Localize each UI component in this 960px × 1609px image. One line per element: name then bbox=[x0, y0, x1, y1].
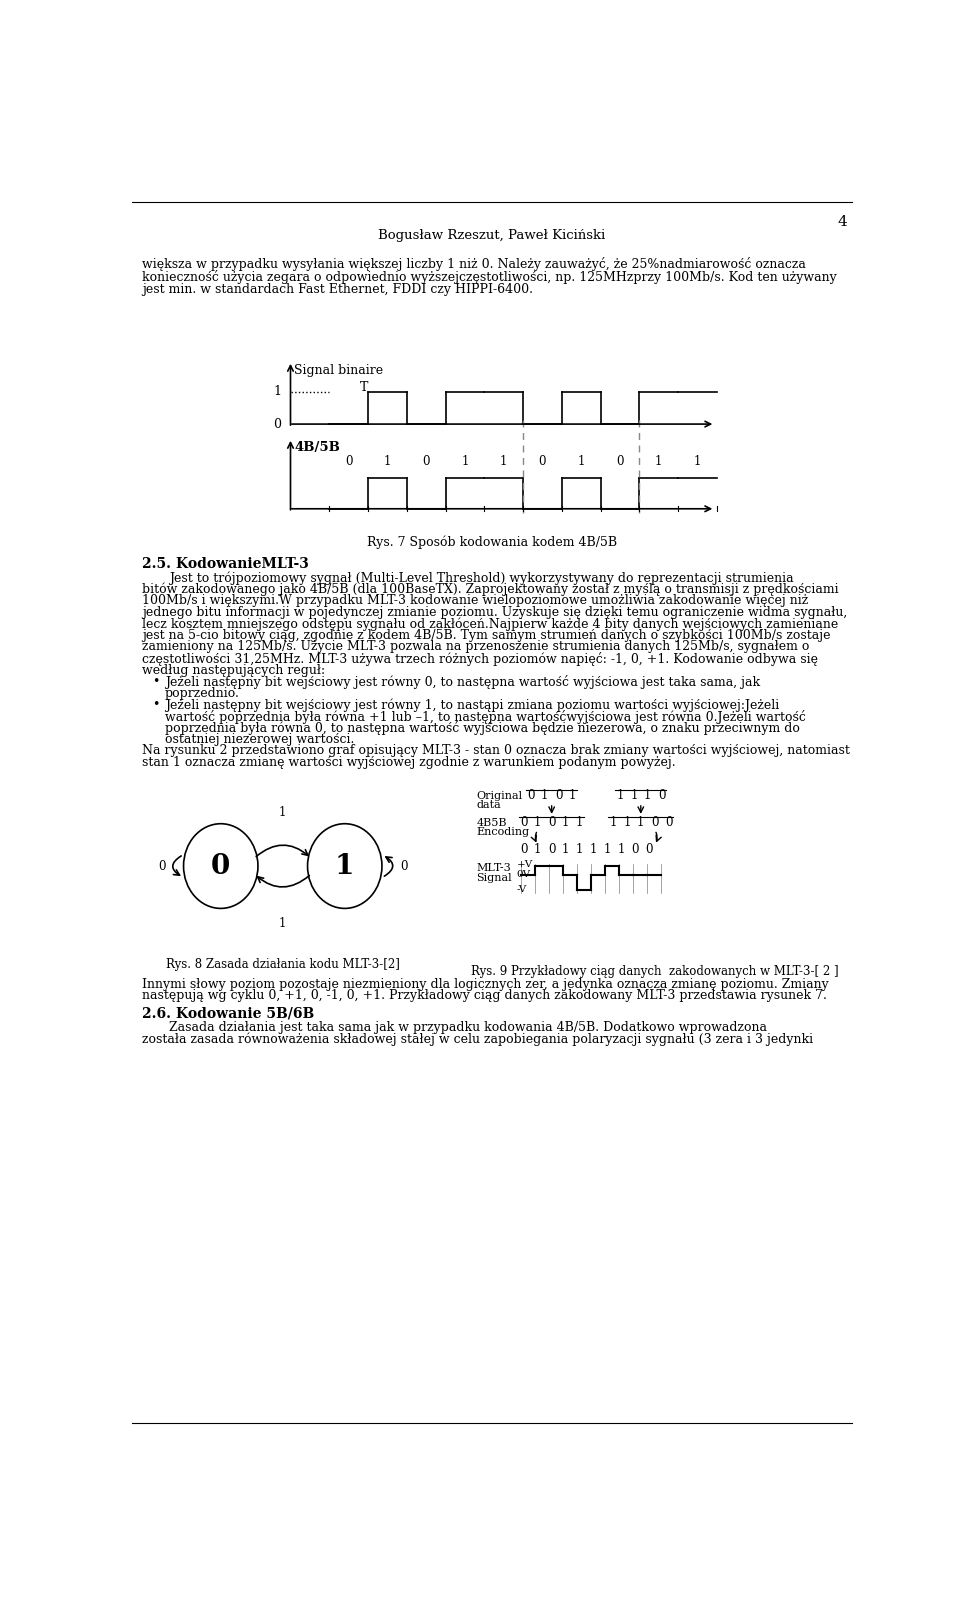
Text: 0: 0 bbox=[658, 788, 665, 801]
Text: 100Mb/s i większymi.W przypadku MLT-3 kodowanie wielopoziomowe umożliwia zakodow: 100Mb/s i większymi.W przypadku MLT-3 ko… bbox=[142, 594, 808, 607]
Text: bitów zakodowanego jako 4B/5B (dla 100BaseTX). Zaprojektowany został z myślą o t: bitów zakodowanego jako 4B/5B (dla 100Ba… bbox=[142, 582, 838, 597]
Text: Na rysunku 2 przedstawiono graf opisujący MLT-3 - stan 0 oznacza brak zmiany war: Na rysunku 2 przedstawiono graf opisując… bbox=[142, 745, 850, 758]
Text: Rys. 8 Zasada działania kodu MLT-3-[2]: Rys. 8 Zasada działania kodu MLT-3-[2] bbox=[166, 959, 399, 972]
Text: 1: 1 bbox=[534, 843, 541, 856]
Text: Signal: Signal bbox=[476, 874, 512, 883]
Text: ostatniej niezerowej wartości.: ostatniej niezerowej wartości. bbox=[165, 732, 354, 747]
Text: 1: 1 bbox=[637, 816, 644, 829]
Text: 1: 1 bbox=[644, 788, 652, 801]
Text: Encoding: Encoding bbox=[476, 827, 530, 837]
Text: 1: 1 bbox=[279, 917, 286, 930]
Text: 1: 1 bbox=[616, 788, 624, 801]
Text: 1: 1 bbox=[335, 853, 354, 880]
Text: 1: 1 bbox=[577, 454, 585, 468]
Text: 0: 0 bbox=[548, 816, 556, 829]
Text: 0: 0 bbox=[539, 454, 546, 468]
Text: 1: 1 bbox=[569, 788, 576, 801]
Text: 1: 1 bbox=[623, 816, 631, 829]
Text: 1: 1 bbox=[630, 788, 637, 801]
Text: następują wg cyklu 0, +1, 0, -1, 0, +1. Przykładowy ciąg danych zakodowany MLT-3: następują wg cyklu 0, +1, 0, -1, 0, +1. … bbox=[142, 990, 827, 1002]
Text: +V: +V bbox=[516, 861, 533, 869]
Text: 1: 1 bbox=[604, 843, 612, 856]
Text: T: T bbox=[360, 381, 369, 394]
Text: 1: 1 bbox=[562, 816, 569, 829]
Text: 0: 0 bbox=[616, 454, 624, 468]
Text: 1: 1 bbox=[541, 788, 548, 801]
Text: 0: 0 bbox=[548, 843, 556, 856]
Text: 0V: 0V bbox=[516, 870, 531, 879]
Text: 2.6. Kodowanie 5B/6B: 2.6. Kodowanie 5B/6B bbox=[142, 1007, 314, 1022]
Text: 0: 0 bbox=[527, 788, 535, 801]
Text: Bogusław Rzeszut, Paweł Kiciński: Bogusław Rzeszut, Paweł Kiciński bbox=[378, 228, 606, 241]
Text: 2.5. KodowanieMLT-3: 2.5. KodowanieMLT-3 bbox=[142, 557, 308, 571]
Text: Original: Original bbox=[476, 792, 522, 801]
Text: •: • bbox=[153, 698, 160, 711]
Text: 1: 1 bbox=[576, 843, 584, 856]
Text: MLT-3: MLT-3 bbox=[476, 862, 512, 874]
Text: stan 1 oznacza zmianę wartości wyjściowej zgodnie z warunkiem podanym powyżej.: stan 1 oznacza zmianę wartości wyjściowe… bbox=[142, 756, 675, 769]
Text: jest na 5-cio bitowy ciąg, zgodnie z kodem 4B/5B. Tym samym strumień danych o sz: jest na 5-cio bitowy ciąg, zgodnie z kod… bbox=[142, 629, 830, 642]
Text: zamieniony na 125Mb/s. Użycie MLT-3 pozwala na przenoszenie strumienia danych 12: zamieniony na 125Mb/s. Użycie MLT-3 pozw… bbox=[142, 640, 809, 653]
Text: Jest to trójpoziomowy sygnał (Multi-Level Threshold) wykorzystywany do reprezent: Jest to trójpoziomowy sygnał (Multi-Leve… bbox=[169, 571, 794, 584]
Text: Rys. 7 Sposób kodowania kodem 4B/5B: Rys. 7 Sposób kodowania kodem 4B/5B bbox=[367, 536, 617, 549]
Text: większa w przypadku wysyłania większej liczby 1 niż 0. Należy zauważyć, że 25%na: większa w przypadku wysyłania większej l… bbox=[142, 257, 805, 270]
Text: 1: 1 bbox=[576, 816, 584, 829]
Text: konieczność użycia zegara o odpowiednio wyższejczęstotliwości, np. 125MHzprzy 10: konieczność użycia zegara o odpowiednio … bbox=[142, 270, 836, 285]
Text: jednego bitu informacji w pojedynczej zmianie poziomu. Uzyskuje się dzięki temu : jednego bitu informacji w pojedynczej zm… bbox=[142, 607, 847, 619]
Text: 0: 0 bbox=[274, 418, 281, 431]
Text: Jeżeli następny bit wejściowy jest równy 0, to następna wartość wyjściowa jest t: Jeżeli następny bit wejściowy jest równy… bbox=[165, 676, 760, 689]
Text: 1: 1 bbox=[562, 843, 569, 856]
Text: 1: 1 bbox=[461, 454, 468, 468]
Text: wartość poprzednia była równa +1 lub –1, to następna wartośćwyjściowa jest równa: wartość poprzednia była równa +1 lub –1,… bbox=[165, 710, 805, 724]
Text: Signal binaire: Signal binaire bbox=[295, 364, 383, 377]
Text: jest min. w standardach Fast Ethernet, FDDI czy HIPPI-6400.: jest min. w standardach Fast Ethernet, F… bbox=[142, 283, 533, 296]
Text: 0: 0 bbox=[520, 843, 528, 856]
Text: 0: 0 bbox=[665, 816, 672, 829]
Text: 1: 1 bbox=[617, 843, 625, 856]
Text: 0: 0 bbox=[555, 788, 563, 801]
Text: została zasada równoważenia składowej stałej w celu zapobiegania polaryzacji syg: została zasada równoważenia składowej st… bbox=[142, 1033, 813, 1046]
Text: 0: 0 bbox=[520, 816, 528, 829]
Text: data: data bbox=[476, 800, 501, 809]
Text: 0: 0 bbox=[422, 454, 430, 468]
Text: 1: 1 bbox=[384, 454, 391, 468]
Text: 1: 1 bbox=[589, 843, 597, 856]
Text: Rys. 9 Przykładowy ciąg danych  zakodowanych w MLT-3-[ 2 ]: Rys. 9 Przykładowy ciąg danych zakodowan… bbox=[471, 965, 839, 978]
Text: 4B5B: 4B5B bbox=[476, 819, 507, 829]
Text: Innymi słowy poziom pozostaje niezmieniony dla logicznych zer, a jedynka oznacza: Innymi słowy poziom pozostaje niezmienio… bbox=[142, 978, 828, 991]
Text: częstotliwości 31,25MHz. MLT-3 używa trzech różnych poziomów napięć: -1, 0, +1. : częstotliwości 31,25MHz. MLT-3 używa trz… bbox=[142, 652, 818, 666]
Text: Jeżeli następny bit wejściowy jest równy 1, to nastąpi zmiana poziomu wartości w: Jeżeli następny bit wejściowy jest równy… bbox=[165, 698, 780, 711]
Text: 0: 0 bbox=[400, 859, 407, 872]
Text: 1: 1 bbox=[655, 454, 662, 468]
Text: 0: 0 bbox=[632, 843, 639, 856]
Text: 1: 1 bbox=[610, 816, 616, 829]
Text: 1: 1 bbox=[534, 816, 541, 829]
Text: lecz kosztem mniejszego odstępu sygnału od zakłóceń.Najpierw każde 4 bity danych: lecz kosztem mniejszego odstępu sygnału … bbox=[142, 618, 838, 631]
Text: poprzednia była równa 0, to następna wartość wyjściowa będzie niezerowa, o znaku: poprzednia była równa 0, to następna war… bbox=[165, 721, 800, 735]
Text: 4B/5B: 4B/5B bbox=[295, 441, 340, 454]
Text: 1: 1 bbox=[500, 454, 507, 468]
Text: -V: -V bbox=[516, 885, 527, 895]
Text: 1: 1 bbox=[694, 454, 701, 468]
Text: 1: 1 bbox=[279, 806, 286, 819]
Text: 4: 4 bbox=[837, 216, 847, 230]
Text: Zasada działania jest taka sama jak w przypadku kodowania 4B/5B. Dodatkowo wprow: Zasada działania jest taka sama jak w pr… bbox=[169, 1020, 767, 1035]
Text: 0: 0 bbox=[158, 859, 165, 872]
Text: 0: 0 bbox=[211, 853, 230, 880]
Text: 1: 1 bbox=[274, 385, 281, 399]
Text: 0: 0 bbox=[645, 843, 653, 856]
Text: według następujących reguł:: według następujących reguł: bbox=[142, 663, 324, 676]
Text: poprzednio.: poprzednio. bbox=[165, 687, 240, 700]
Text: •: • bbox=[153, 676, 160, 689]
Text: 0: 0 bbox=[345, 454, 352, 468]
Text: 0: 0 bbox=[651, 816, 659, 829]
